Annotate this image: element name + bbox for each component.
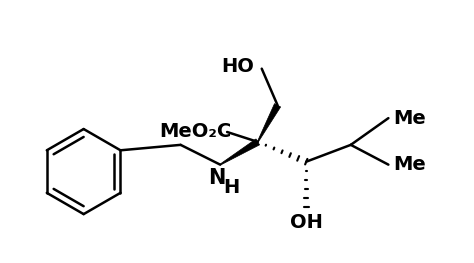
- Text: OH: OH: [290, 213, 323, 232]
- Text: Me: Me: [393, 109, 426, 128]
- Text: N: N: [209, 168, 226, 188]
- Polygon shape: [220, 139, 260, 165]
- Text: MeO₂C: MeO₂C: [159, 123, 232, 141]
- Text: H: H: [223, 178, 239, 196]
- Text: Me: Me: [393, 155, 426, 174]
- Polygon shape: [257, 104, 281, 142]
- Text: HO: HO: [221, 57, 254, 76]
